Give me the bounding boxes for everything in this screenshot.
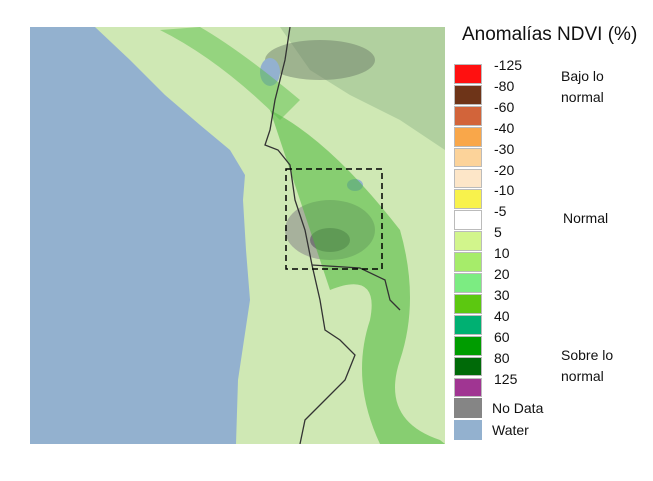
border xyxy=(311,264,401,311)
legend-swatch xyxy=(454,231,482,252)
legend-label: 80 xyxy=(494,349,510,366)
legend-label: Water xyxy=(492,422,529,438)
legend-label: 60 xyxy=(494,328,510,345)
legend-label: -60 xyxy=(494,98,515,115)
legend-label: 10 xyxy=(494,245,510,262)
legend-label: 30 xyxy=(494,286,510,303)
study-area xyxy=(285,168,383,270)
legend-swatch xyxy=(454,210,482,231)
legend-swatch xyxy=(454,189,482,210)
legend-swatch xyxy=(454,293,482,314)
legend-label: -30 xyxy=(494,140,515,157)
legend-swatch xyxy=(454,105,482,126)
legend-swatch xyxy=(454,335,482,356)
legend-swatch xyxy=(454,398,482,418)
legend-label: No Data xyxy=(492,400,544,416)
vegetation xyxy=(270,110,445,444)
border xyxy=(264,27,356,444)
legend-label: -125 xyxy=(494,57,523,73)
legend-label: -80 xyxy=(494,77,515,94)
legend-label: 40 xyxy=(494,307,510,324)
legend-swatch xyxy=(454,64,482,84)
vegetation xyxy=(160,27,300,120)
legend-swatch xyxy=(454,314,482,335)
legend-label: 20 xyxy=(494,266,510,282)
legend-label: -40 xyxy=(494,119,515,136)
ocean xyxy=(30,27,250,444)
legend-label: 125 xyxy=(494,370,518,387)
legend-swatch xyxy=(454,356,482,377)
group-label: Normal xyxy=(563,210,609,226)
legend-swatch xyxy=(454,168,482,189)
group-label: Bajo lo normal xyxy=(561,68,604,105)
group-label: Sobre lo normal xyxy=(561,347,614,384)
legend-swatch xyxy=(454,147,482,168)
mountain xyxy=(265,40,375,80)
legend-swatch xyxy=(454,273,482,293)
legend-swatch xyxy=(454,252,482,272)
legend-swatch xyxy=(454,126,482,147)
legend-label: 5 xyxy=(494,224,502,241)
legend-title: Anomalías NDVI (%) xyxy=(462,24,638,45)
legend-swatch xyxy=(454,420,482,440)
legend-label: -20 xyxy=(494,161,515,178)
legend-label: -5 xyxy=(494,203,507,220)
legend-swatch xyxy=(454,84,482,105)
legend-swatch xyxy=(454,377,482,398)
legend-label: -10 xyxy=(494,182,515,199)
